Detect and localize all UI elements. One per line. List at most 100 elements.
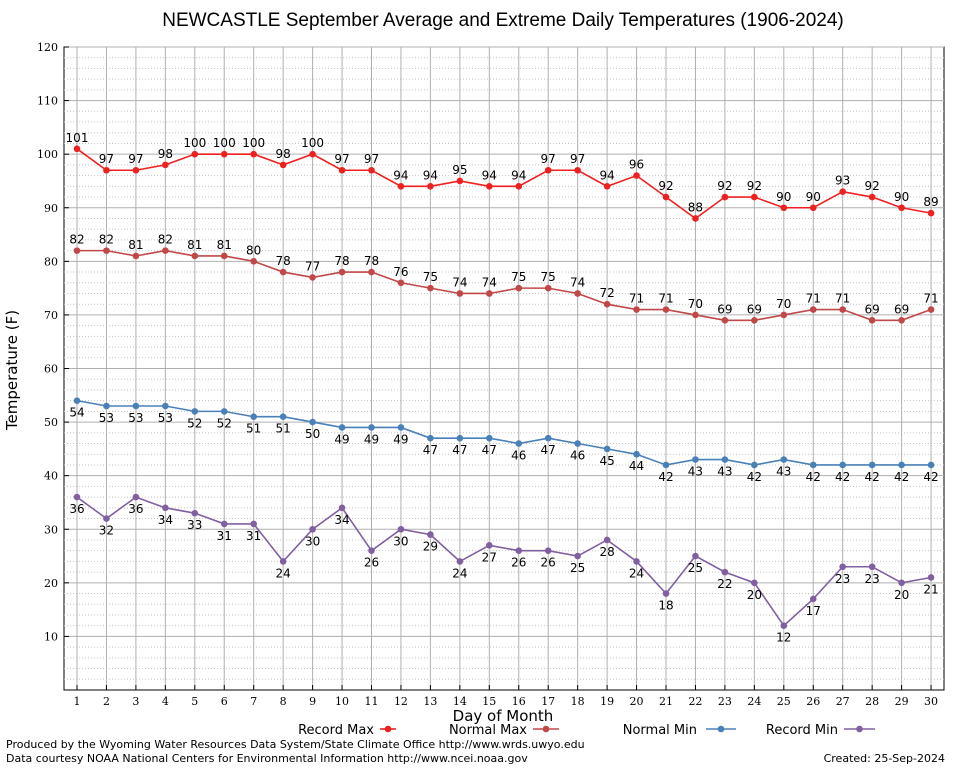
normal-max-point [220,252,228,260]
normal-max-point [692,311,699,319]
record-min-data-label: 33 [187,518,202,532]
normal-max-data-label: 75 [423,270,438,284]
normal-max-data-label: 78 [364,254,379,268]
normal-min-point [515,440,523,447]
record-min-data-label: 36 [128,502,143,516]
x-tick-label: 21 [659,695,673,708]
record-max-data-label: 92 [717,179,732,193]
record-max-line [76,148,932,220]
normal-max-point [662,306,670,313]
normal-max-data-label: 69 [865,302,880,316]
y-tick-label: 30 [44,523,58,536]
normal-max-data-label: 74 [452,275,467,289]
x-tick-label: 18 [571,695,585,708]
legend-label-normal-min: Normal Min [623,723,697,738]
normal-max-data-label: 80 [246,243,261,257]
x-tick-label: 24 [747,695,761,708]
normal-max-point [603,300,611,308]
normal-min-point [427,434,434,442]
record-max-point [662,193,670,201]
record-min-point [191,509,199,517]
normal-min-data-label: 44 [629,459,644,473]
record-min-data-label: 36 [69,502,84,516]
record-min-point [927,574,935,581]
record-min-point [368,547,375,554]
normal-min-data-label: 43 [688,465,703,479]
normal-min-data-label: 42 [923,470,938,484]
record-min-point [839,563,846,571]
normal-max-data-label: 71 [806,292,821,306]
normal-min-point [250,413,257,421]
normal-min-data-label: 42 [806,470,821,484]
y-tick-label: 80 [44,255,58,268]
record-min-data-label: 29 [423,540,438,554]
normal-min-data-label: 47 [482,443,497,457]
normal-min-point [603,445,611,453]
record-min-data-label: 23 [835,572,850,586]
x-tick-label: 27 [836,695,850,708]
record-min-data-label: 20 [894,588,909,602]
record-min-data-label: 30 [305,534,320,548]
record-max-point [250,150,257,158]
normal-max-data-label: 69 [894,302,909,316]
record-min-point [427,531,434,538]
record-max-data-label: 97 [364,152,379,166]
normal-max-point [338,268,346,276]
normal-max-point [162,247,169,254]
record-max-data-label: 96 [629,158,644,172]
x-tick-label: 13 [423,695,437,708]
x-tick-label: 25 [777,695,791,708]
footer-producer: Produced by the Wyoming Water Resources … [6,738,585,751]
x-tick-label: 19 [600,695,614,708]
x-tick-label: 28 [865,695,879,708]
record-min-data-label: 25 [688,561,703,575]
normal-max-point [927,306,935,313]
record-min-point [544,547,552,554]
normal-min-data-label: 51 [276,422,291,436]
normal-max-data-label: 82 [158,233,173,247]
record-min-point [220,520,228,528]
normal-min-data-label: 42 [747,470,762,484]
normal-min-point [898,461,905,469]
record-max-data-label: 101 [66,131,89,145]
normal-min-point [633,450,640,458]
normal-min-data-label: 50 [305,427,320,441]
record-max-data-label: 97 [128,152,143,166]
normal-max-data-label: 81 [217,238,232,252]
x-tick-label: 7 [250,695,257,708]
normal-max-point [73,247,81,254]
record-max-data-label: 92 [658,179,673,193]
record-min-data-label: 21 [923,582,938,596]
normal-max-point [633,306,640,313]
normal-min-data-label: 43 [717,465,732,479]
x-tick-label: 14 [453,695,467,708]
legend-marker-normal-max [542,725,550,733]
normal-min-point [162,402,169,410]
normal-max-point [250,258,257,265]
normal-min-point [692,456,699,463]
record-min-point [898,579,905,587]
x-tick-label: 4 [162,695,169,708]
normal-max-data-label: 71 [629,292,644,306]
normal-min-point [751,461,758,469]
record-min-point [279,558,287,565]
record-min-data-label: 30 [393,534,408,548]
legend-label-record-min: Record Min [766,723,838,738]
normal-min-point [456,434,464,442]
record-min-point [721,568,729,576]
record-min-point [397,525,405,533]
normal-min-point [191,408,199,415]
normal-min-point [279,413,287,421]
record-min-point [809,595,817,603]
normal-max-point [132,252,140,260]
record-max-point [898,204,905,212]
x-tick-label: 30 [924,695,938,708]
record-min-data-label: 23 [865,572,880,586]
normal-max-line [77,249,932,322]
record-min-data-label: 34 [158,513,173,527]
normal-max-point [574,290,581,297]
record-max-point [103,166,110,174]
normal-min-data-label: 54 [69,406,84,420]
normal-min-point [220,408,228,415]
